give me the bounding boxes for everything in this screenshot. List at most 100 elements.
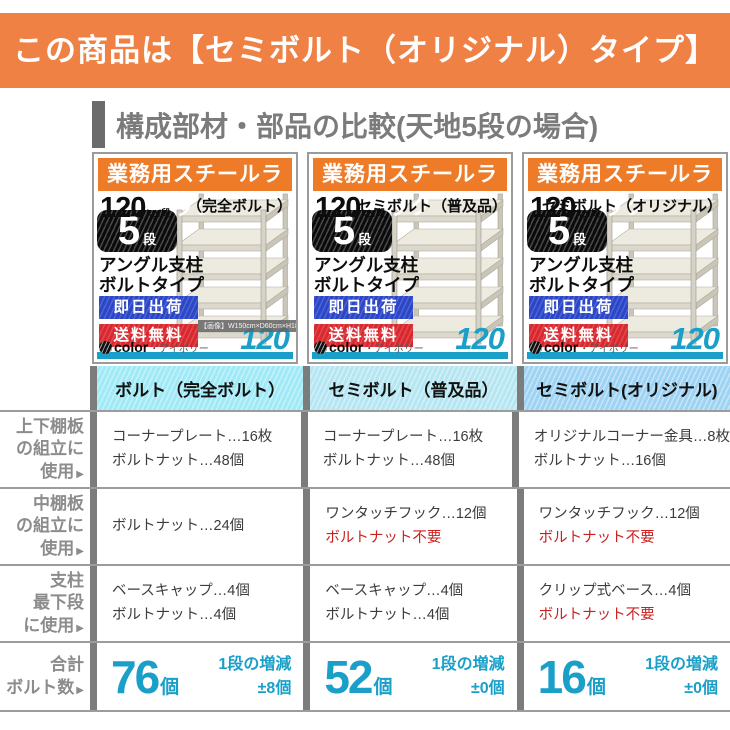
table-cell: ワンタッチフック…12個 ボルトナット不要 [303, 489, 516, 564]
product-type-banner: この商品は【セミボルト（オリジナル）タイプ】です [0, 13, 730, 143]
free-shipping-badge: 送料無料 [529, 324, 628, 347]
teal-accent-bar [97, 352, 293, 359]
arrow-icon: ▶ [76, 545, 84, 557]
table-cell: ベースキャップ…4個 ボルトナット…4個 [303, 566, 516, 641]
product-card-semi-bolt-original: 業務用スチールラック 120 kg/段 セミボルト（オリジナル） 5 段 アング… [522, 152, 728, 364]
load-rating: 120 kg/段 [100, 192, 171, 225]
table-cell: ベースキャップ…4個 ボルトナット…4個 [90, 566, 303, 641]
product-card-semi-bolt-standard: 業務用スチールラック 120 kg/段 セミボルト（普及品） 5 段 アングル支… [307, 152, 513, 364]
tier-unit: 段 [143, 231, 157, 247]
tier-badge: 5 段 [97, 210, 177, 252]
table-cell: クリップ式ベース…4個 ボルトナット不要 [516, 566, 730, 641]
total-count: 76 個 [111, 650, 180, 703]
table-row-middle-shelves: 中棚板 の組立に 使用 ▶ ボルトナット…24個 ワンタッチフック…12個 ボルト… [0, 489, 730, 566]
row-label: 中棚板 の組立に 使用 ▶ [16, 494, 84, 558]
tier-unit: 段 [573, 231, 587, 247]
table-cell: ボルトナット…24個 [90, 489, 303, 564]
total-count: 16 個 [537, 650, 606, 703]
color-value: ・アイボリー [579, 343, 639, 355]
feature-line: ボルトタイプ [99, 275, 204, 296]
card-header: 業務用スチールラック [528, 158, 722, 219]
tier-value: 5 [332, 209, 356, 253]
color-ball-icon [99, 340, 112, 354]
load-rating: 120 kg/段 [530, 192, 601, 225]
arrow-icon: ▶ [76, 684, 84, 696]
tier-value: 5 [117, 209, 141, 253]
row-label: 支柱 最下段 に使用 ▶ [23, 571, 84, 635]
tier-value: 5 [547, 209, 571, 253]
color-label: color [544, 339, 579, 355]
teal-accent-bar [527, 352, 723, 359]
color-ball-icon [314, 340, 327, 354]
color-info: color ・アイボリー [529, 339, 639, 355]
total-cell: 16 個 1段の増減 ±0個 [516, 643, 730, 710]
color-info: color ・アイボリー [314, 339, 424, 355]
feature-line: アングル支柱 [529, 255, 634, 275]
product-card-full-bolt: 業務用スチールラック 120 kg/段 （完全ボルト） 5 段 アングル支柱 ボ… [92, 152, 298, 364]
per-tier-note: 1段の増減 ±0個 [431, 656, 505, 697]
free-shipping-badge: 送料無料 [314, 324, 413, 347]
feature-line: ボルトタイプ [529, 275, 634, 296]
total-cell: 76 個 1段の増減 ±8個 [90, 643, 303, 710]
load-value: 120 [530, 192, 576, 224]
table-row-top-bottom-shelves: 上下棚板 の組立に 使用 ▶ コーナープレート…16枚 ボルトナット…48個 コー… [0, 412, 730, 489]
subheader-row: ボルト（完全ボルト） セミボルト（普及品） セミボルト(オリジナル) [0, 366, 730, 412]
load-unit: kg/段 [361, 209, 386, 220]
table-cell: ワンタッチフック…12個 ボルトナット不要 [516, 489, 730, 564]
load-unit: kg/段 [146, 209, 171, 220]
total-cell: 52 個 1段の増減 ±0個 [303, 643, 516, 710]
table-cell: コーナープレート…16枚 ボルトナット…48個 [90, 412, 301, 487]
tier-badge: 5 段 [312, 210, 392, 252]
teal-accent-bar [312, 352, 508, 359]
per-tier-note: 1段の増減 ±0個 [645, 656, 718, 697]
feature-line: アングル支柱 [99, 255, 204, 275]
load-unit: kg/段 [576, 209, 601, 220]
card-header: 業務用スチールラック [98, 158, 292, 219]
table-cell: コーナープレート…16枚 ボルトナット…48個 [300, 412, 512, 487]
load-value: 120 [315, 192, 361, 224]
post-type-text: アングル支柱 ボルトタイプ [99, 255, 204, 295]
table-cell: オリジナルコーナー金具…8枚 ボルトナット…16個 [511, 412, 730, 487]
load-rating: 120 kg/段 [315, 192, 386, 225]
row-label: 合計 ボルト数 ▶ [6, 655, 84, 697]
size-caption: 【画像】W150cm×D60cm×H180cm [198, 320, 296, 332]
row-label: 上下棚板 の組立に 使用 ▶ [16, 417, 84, 481]
total-count: 52 個 [324, 650, 393, 703]
arrow-icon: ▶ [76, 468, 84, 480]
per-tier-note: 1段の増減 ±8個 [218, 656, 292, 697]
color-value: ・アイボリー [149, 343, 209, 355]
same-day-shipping-badge: 即日出荷 [529, 296, 628, 319]
card-header: 業務用スチールラック [313, 158, 507, 219]
bolt-type-label: セミボルト（普及品） [356, 198, 507, 215]
table-row-total-bolts: 合計 ボルト数 ▶ 76 個 1段の増減 ±8個 52 個 1段 [0, 643, 730, 712]
section-heading: 構成部材・部品の比較(天地5段の場合) [92, 101, 598, 148]
feature-line: ボルトタイプ [314, 275, 419, 296]
post-type-text: アングル支柱 ボルトタイプ [314, 255, 419, 295]
free-shipping-badge: 送料無料 [99, 324, 198, 347]
color-label: color [329, 339, 364, 355]
row-label-spacer [0, 366, 90, 410]
same-day-shipping-badge: 即日出荷 [314, 296, 413, 319]
subheader-full-bolt: ボルト（完全ボルト） [90, 366, 304, 410]
color-value: ・アイボリー [364, 343, 424, 355]
heading-accent-bar [92, 101, 105, 148]
arrow-icon: ▶ [76, 622, 84, 634]
color-ball-icon [529, 340, 542, 354]
feature-line: アングル支柱 [314, 255, 419, 275]
comparison-table: ボルト（完全ボルト） セミボルト（普及品） セミボルト(オリジナル) 上下棚板 … [0, 366, 730, 712]
subheader-semi-bolt-standard: セミボルト（普及品） [303, 366, 517, 410]
series-number: 120 [455, 321, 505, 356]
color-info: color ・アイボリー [99, 339, 209, 355]
load-value: 120 [100, 192, 146, 224]
series-number: 120 [670, 321, 720, 356]
bolt-type-label: （完全ボルト） [186, 198, 292, 215]
same-day-shipping-badge: 即日出荷 [99, 296, 198, 319]
bolt-type-label: セミボルト（オリジナル） [541, 198, 722, 215]
subheader-semi-bolt-original: セミボルト(オリジナル) [516, 366, 730, 410]
section-heading-text: 構成部材・部品の比較(天地5段の場合) [116, 110, 599, 142]
color-label: color [114, 339, 149, 355]
tier-badge: 5 段 [527, 210, 607, 252]
table-row-post-bottom: 支柱 最下段 に使用 ▶ ベースキャップ…4個 ボルトナット…4個 ベースキャップ… [0, 566, 730, 643]
tier-unit: 段 [358, 231, 372, 247]
